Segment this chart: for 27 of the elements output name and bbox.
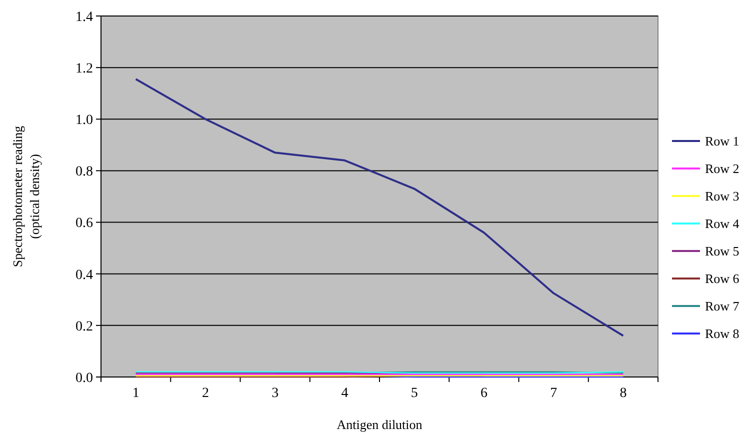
- legend-label: Row 8: [705, 326, 740, 342]
- legend-label: Row 7: [705, 298, 740, 314]
- x-axis-title: Antigen dilution: [336, 417, 423, 432]
- y-tick-label: 0.4: [76, 268, 93, 283]
- x-tick-label: 6: [480, 386, 488, 401]
- y-tick-label: 0.6: [76, 216, 93, 232]
- y-tick-label: 0.8: [76, 164, 93, 180]
- legend-label: Row 1: [705, 134, 740, 149]
- legend-label: Row 5: [705, 244, 740, 259]
- y-tick-label: 0.0: [76, 370, 93, 386]
- y-tick-label: 1.2: [76, 61, 93, 76]
- legend-label: Row 3: [705, 188, 740, 204]
- legend-label: Row 2: [705, 161, 740, 176]
- x-tick-label: 8: [620, 386, 627, 401]
- legend-label: Row 4: [705, 216, 740, 232]
- y-tick-label: 1.4: [76, 10, 93, 25]
- y-tick-label: 0.2: [76, 319, 93, 334]
- x-tick-label: 7: [550, 386, 558, 401]
- x-tick-label: 4: [341, 386, 348, 401]
- legend-label: Row 6: [705, 271, 740, 286]
- x-tick-label: 1: [132, 386, 140, 401]
- y-tick-label: 1.0: [76, 113, 93, 128]
- x-tick-label: 3: [272, 386, 279, 401]
- x-tick-label: 2: [202, 386, 209, 401]
- x-tick-label: 5: [410, 386, 418, 401]
- y-axis-title: Spectrophotometer reading (optical density): [10, 125, 42, 268]
- line-series: [134, 78, 624, 337]
